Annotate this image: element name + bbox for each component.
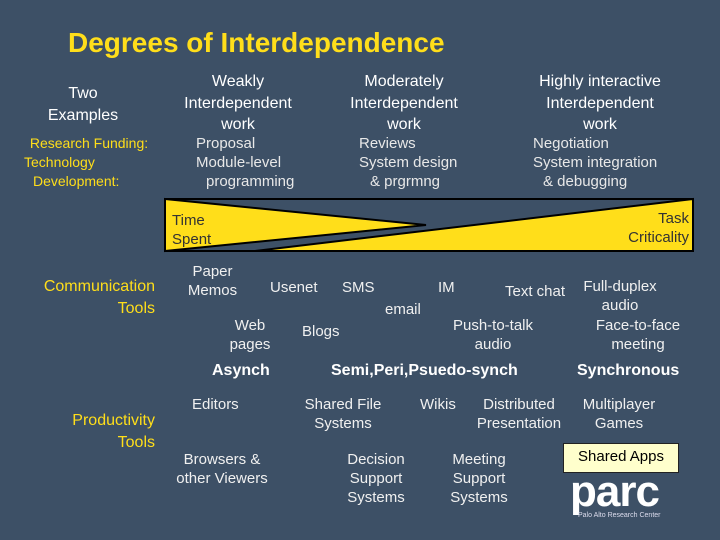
wikis: Wikis: [420, 396, 456, 413]
full-duplex-audio: Full-duplex audio: [583, 278, 657, 314]
shared-file-systems: Shared File Systems: [304, 396, 382, 432]
communication-label: Communication Tools: [43, 278, 155, 317]
research-high: Negotiation System integration & debuggi…: [533, 135, 658, 190]
editors: Editors: [192, 396, 239, 413]
productivity-label: Productivity Tools: [72, 412, 155, 451]
push-to-talk-audio: Push-to-talk audio: [452, 317, 534, 353]
blogs: Blogs: [302, 323, 340, 340]
shared-apps-badge: Shared Apps: [563, 443, 679, 473]
text-chat: Text chat: [505, 283, 566, 300]
parc-logo: parc Palo Alto Research Center: [570, 467, 661, 520]
paper-memos: Paper Memos: [187, 263, 238, 299]
email: email: [385, 301, 421, 318]
moderate-header: Moderately Interdependent work: [350, 73, 458, 133]
research-label: Research Funding: Technology Development…: [24, 135, 149, 189]
synchronous-label: Synchronous: [577, 362, 680, 379]
multiplayer-games: Multiplayer Games: [582, 396, 656, 432]
time-spent-label: Time Spent: [172, 212, 212, 248]
semi-synch-label: Semi,Peri,Psuedo-synch: [331, 362, 518, 379]
browsers-viewers: Browsers & other Viewers: [176, 451, 268, 487]
face-to-face-meeting: Face-to-face meeting: [595, 317, 681, 353]
high-header: Highly interactive Interdependent work: [539, 73, 661, 133]
slide-title: Degrees of Interdependence: [68, 27, 445, 58]
meeting-support-systems: Meeting Support Systems: [450, 451, 508, 506]
research-weak: Proposal Module-level programming: [196, 135, 295, 190]
task-criticality-label: Task Criticality: [628, 210, 689, 246]
research-moderate: Reviews System design & prgrmng: [359, 135, 458, 190]
logo-word: parc: [570, 467, 660, 516]
time-spent-wedge: [164, 197, 427, 253]
im: IM: [438, 279, 455, 296]
logo-subtitle: Palo Alto Research Center: [578, 512, 661, 519]
distributed-presentation: Distributed Presentation: [476, 396, 562, 432]
weak-header: Weakly Interdependent work: [184, 73, 292, 133]
usenet: Usenet: [270, 279, 318, 296]
asynch-label: Asynch: [212, 362, 270, 379]
web-pages: Web pages: [229, 317, 271, 353]
sms: SMS: [342, 279, 375, 296]
decision-support-systems: Decision Support Systems: [347, 451, 405, 506]
two-examples-header: Two Examples: [47, 85, 119, 124]
